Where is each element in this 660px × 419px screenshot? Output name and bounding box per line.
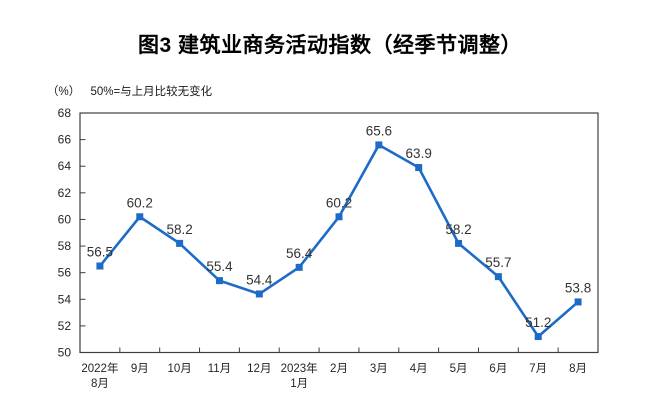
x-axis-tick-label: 2023年 [281, 361, 318, 375]
x-axis-tick-label: 10月 [167, 363, 191, 375]
data-point-marker [335, 213, 343, 221]
y-axis-tick-label: 66 [58, 133, 72, 147]
data-point-label: 65.6 [366, 123, 392, 138]
data-point-marker [534, 333, 542, 341]
x-axis-tick-label: 6月 [489, 363, 507, 375]
y-axis-tick-label: 52 [58, 319, 72, 333]
data-point-label: 55.4 [206, 259, 233, 274]
x-axis-tick-label: 9月 [131, 363, 149, 375]
data-point-marker [295, 263, 303, 271]
baseline-note: 50%=与上月比较无变化 [90, 86, 213, 98]
y-axis-tick-label: 58 [58, 239, 72, 253]
data-point-marker [255, 290, 263, 298]
y-axis-tick-label: 54 [58, 292, 72, 306]
x-axis-tick-label: 11月 [208, 363, 231, 375]
data-point-label: 56.4 [286, 246, 313, 261]
x-axis-tick-label: 7月 [529, 363, 547, 375]
data-point-label: 60.2 [127, 195, 153, 210]
data-line [98, 143, 579, 339]
y-axis-tick-label: 56 [58, 266, 72, 280]
data-point-label: 60.2 [326, 195, 352, 210]
x-axis-tick-label: 5月 [450, 363, 468, 375]
data-point-marker [574, 298, 582, 306]
x-axis-tick-label: 8月 [569, 363, 587, 375]
data-point-marker [415, 164, 423, 172]
data-point-marker [136, 213, 144, 221]
y-axis-tick-label: 68 [58, 106, 72, 120]
data-point-marker [375, 141, 383, 149]
plot-border [79, 112, 599, 354]
data-point-label: 63.9 [406, 146, 432, 161]
data-point-marker [176, 239, 184, 247]
data-point-label: 58.2 [166, 222, 192, 237]
data-point-marker [455, 239, 463, 247]
y-axis-tick-label: 62 [58, 186, 72, 200]
data-point-label: 54.4 [246, 272, 273, 287]
y-axis-tick-label: 64 [58, 159, 72, 173]
y-axis-tick-label: 60 [58, 212, 72, 226]
x-axis-tick-label: 2022年 [81, 361, 118, 375]
x-axis-tick-label: 4月 [410, 363, 428, 375]
data-point-marker [494, 273, 502, 281]
x-axis-tick-label: 1月 [290, 378, 308, 390]
data-point-label: 58.2 [445, 222, 471, 237]
data-point-label: 55.7 [485, 255, 511, 270]
y-axis-tick-label: 50 [58, 346, 72, 360]
x-axis-tick-label: 8月 [91, 378, 109, 390]
data-point-label: 51.2 [525, 315, 551, 330]
x-axis-tick-label: 2月 [330, 363, 348, 375]
x-axis-tick-label: 3月 [370, 363, 388, 375]
data-point-marker [215, 277, 223, 285]
data-point-label: 56.5 [87, 245, 113, 260]
chart-title: 图3 建筑业商务活动指数（经季节调整） [137, 34, 522, 57]
data-point-marker [96, 262, 104, 270]
y-axis-unit-label: （%） [47, 86, 81, 98]
axis-note-row: （%） 50%=与上月比较无变化 [47, 83, 212, 99]
x-axis-tick-label: 12月 [247, 363, 271, 375]
data-point-label: 53.8 [565, 280, 591, 295]
